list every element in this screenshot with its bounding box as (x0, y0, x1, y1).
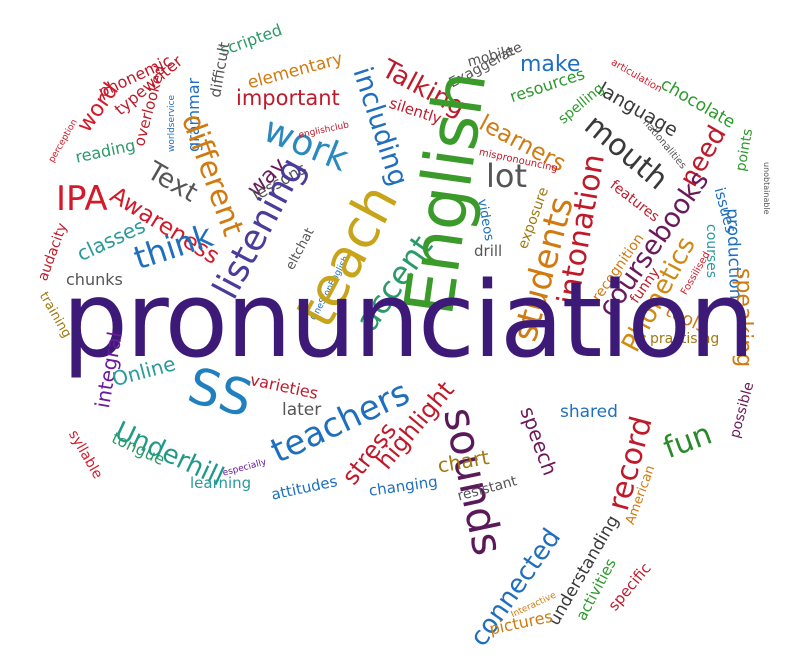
word-possible: possible (727, 380, 758, 440)
word-speech: speech (515, 403, 563, 479)
word-make: make (520, 52, 581, 77)
word-drill: drill (474, 242, 503, 260)
word-chunks: chunks (66, 270, 123, 289)
word-attitudes: attitudes (269, 472, 339, 504)
word-points: points (733, 127, 757, 173)
word-ipa: IPA (56, 179, 108, 219)
word-fun: fun (658, 416, 717, 467)
word-unobtainable: unobtainable (762, 162, 771, 215)
word-lot: lot (486, 157, 528, 195)
word-syllable: syllable (65, 427, 106, 482)
word-important: important (236, 86, 340, 110)
word-changing: changing (367, 472, 439, 500)
word-later: later (282, 400, 322, 420)
word-reading: reading (73, 135, 137, 167)
word-learning: learning (190, 474, 252, 492)
word-practising: practising (650, 331, 720, 347)
word-shared: shared (560, 402, 618, 422)
word-pronunciation: pronunciation (62, 259, 755, 381)
word-difficult: difficult (206, 40, 234, 99)
word-ss: SS (182, 356, 259, 429)
